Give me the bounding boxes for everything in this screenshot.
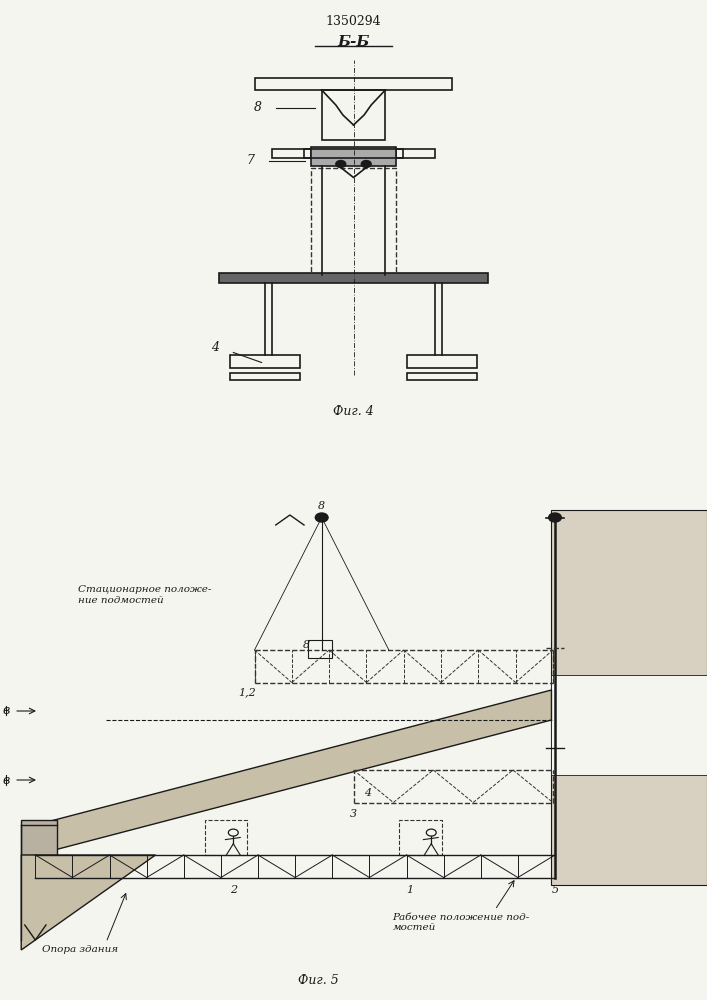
Bar (308, 640, 332, 658)
Text: 5: 5 (551, 885, 559, 895)
Circle shape (315, 513, 328, 522)
Bar (407, 372, 477, 380)
Bar (407, 355, 477, 367)
Text: в: в (2, 774, 9, 786)
Polygon shape (21, 855, 156, 950)
Text: 4: 4 (211, 341, 219, 354)
Text: Фиг. 5: Фиг. 5 (298, 974, 339, 986)
Text: 1: 1 (407, 885, 414, 895)
Bar (399, 820, 442, 855)
Text: в: в (2, 704, 9, 716)
Text: 1,2: 1,2 (238, 688, 257, 698)
Bar (21, 820, 57, 855)
Text: Б-Б: Б-Б (337, 35, 370, 49)
Circle shape (549, 513, 561, 522)
Text: Опора здания: Опора здания (42, 946, 119, 954)
Bar (304, 148, 403, 157)
Text: Фиг. 4: Фиг. 4 (333, 405, 374, 418)
Text: 8: 8 (303, 640, 310, 650)
Bar (311, 167, 396, 275)
Bar (255, 78, 452, 90)
Text: 1350294: 1350294 (326, 15, 381, 28)
Bar (205, 820, 247, 855)
Text: 8: 8 (318, 501, 325, 511)
Circle shape (336, 160, 346, 167)
Bar (311, 147, 396, 166)
Bar (230, 355, 300, 367)
Text: 3: 3 (350, 809, 357, 819)
Text: Стационарное положе-
ние подмостей: Стационарное положе- ние подмостей (78, 585, 211, 605)
Polygon shape (35, 690, 551, 855)
Bar (219, 272, 488, 282)
Bar (230, 372, 300, 380)
Bar (551, 675, 707, 775)
Text: Рабочее положение под-
мостей: Рабочее положение под- мостей (392, 913, 530, 932)
Text: 4: 4 (364, 788, 371, 798)
Bar (551, 510, 707, 885)
Text: 7: 7 (247, 154, 255, 167)
Bar (396, 148, 435, 157)
Text: 8: 8 (254, 101, 262, 114)
Text: 2: 2 (230, 885, 237, 895)
Bar (272, 148, 311, 157)
Circle shape (361, 160, 371, 167)
Bar (322, 90, 385, 140)
